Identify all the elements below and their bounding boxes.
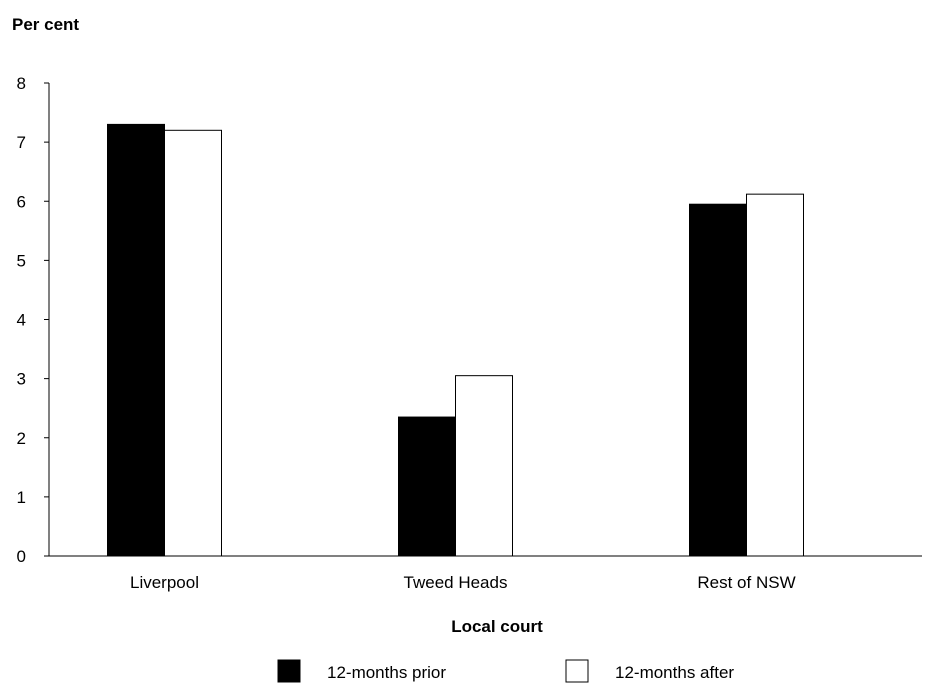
- legend-swatch-prior: [277, 659, 301, 683]
- y-tick-label: 5: [17, 251, 26, 270]
- y-axis: 0 1 2 3 4 5 6 7 8: [17, 74, 50, 566]
- bar-prior-tweed-heads: [398, 416, 456, 557]
- legend-swatch-after: [565, 659, 589, 683]
- bar-after-tweed-heads: [455, 375, 513, 557]
- y-tick-label: 1: [17, 488, 26, 507]
- bars-group: [107, 123, 804, 557]
- legend-label-prior: 12-months prior: [327, 663, 446, 682]
- bar-after-rest-of-nsw: [746, 193, 804, 557]
- y-tick-label: 0: [17, 547, 26, 566]
- x-tick-label: Tweed Heads: [404, 573, 508, 592]
- bar-after-liverpool: [164, 129, 222, 557]
- x-axis-title: Local court: [451, 617, 543, 636]
- y-tick-label: 2: [17, 429, 26, 448]
- y-tick-label: 8: [17, 74, 26, 93]
- y-tick-label: 6: [17, 192, 26, 211]
- y-axis-title: Per cent: [12, 15, 79, 34]
- bar-prior-rest-of-nsw: [689, 203, 747, 557]
- bar-prior-liverpool: [107, 123, 165, 557]
- y-tick-label: 7: [17, 133, 26, 152]
- y-tick-label: 3: [17, 370, 26, 389]
- legend-label-after: 12-months after: [615, 663, 734, 682]
- x-tick-label: Liverpool: [130, 573, 199, 592]
- y-tick-label: 4: [17, 311, 26, 330]
- x-axis: Liverpool Tweed Heads Rest of NSW: [49, 555, 922, 592]
- legend: 12-months prior 12-months after: [277, 659, 734, 683]
- x-tick-label: Rest of NSW: [697, 573, 795, 592]
